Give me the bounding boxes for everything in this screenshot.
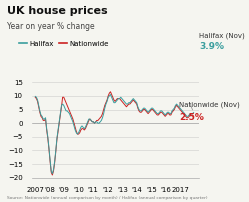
Text: 3.9%: 3.9% — [199, 42, 224, 52]
Text: Nationwide (Nov): Nationwide (Nov) — [179, 101, 240, 107]
Text: Halifax (Nov): Halifax (Nov) — [199, 32, 245, 39]
Text: UK house prices: UK house prices — [7, 6, 108, 16]
Text: 2.5%: 2.5% — [179, 113, 204, 122]
Text: Year on year % change: Year on year % change — [7, 22, 95, 31]
Legend: Halifax, Nationwide: Halifax, Nationwide — [16, 38, 112, 49]
Text: Source: Nationwide (annual comparison by month) / Halifax (annual comparison by : Source: Nationwide (annual comparison by… — [7, 196, 208, 200]
